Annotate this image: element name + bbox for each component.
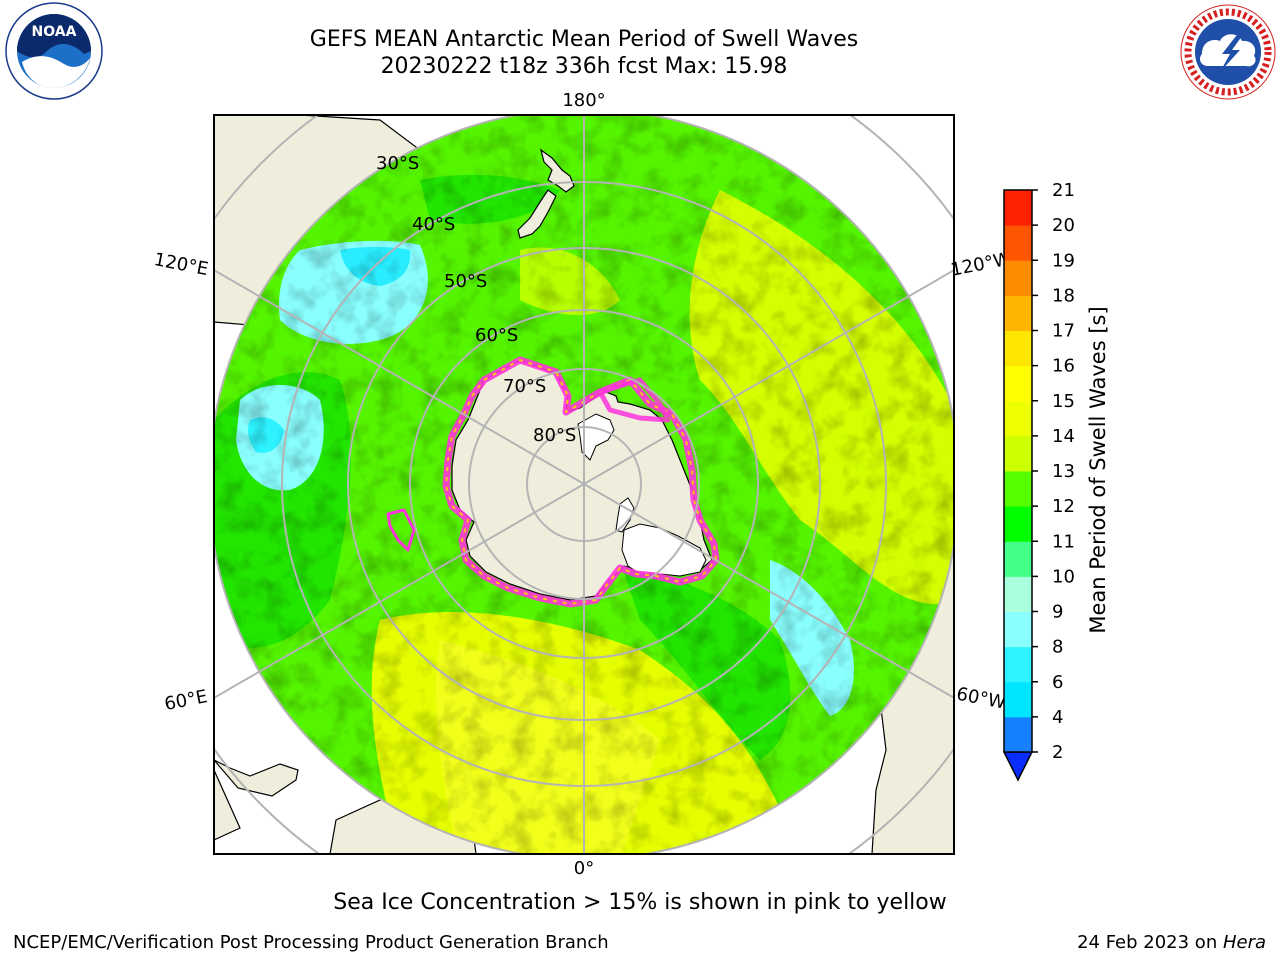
colorbar-swatch (1004, 435, 1032, 472)
map-frame (213, 114, 955, 855)
colorbar-tick-label: 13 (1052, 461, 1075, 482)
colorbar-tick-label: 21 (1052, 180, 1075, 201)
lon-label-60w: 60°W (955, 684, 1008, 714)
colorbar-swatch (1004, 681, 1032, 718)
colorbar-swatch (1004, 576, 1032, 612)
graticule (214, 115, 954, 854)
colorbar-swatch (1004, 646, 1032, 683)
colorbar-tick-label: 9 (1052, 602, 1063, 623)
colorbar-extend-min (1002, 751, 1034, 782)
colorbar-swatch (1004, 365, 1032, 402)
colorbar-tick-label: 8 (1052, 637, 1063, 658)
footer-date-text: 24 Feb 2023 on (1077, 932, 1223, 953)
colorbar-swatch (1004, 260, 1032, 296)
colorbar-tick-label: 17 (1052, 321, 1075, 342)
footer-credit: NCEP/EMC/Verification Post Processing Pr… (13, 932, 609, 953)
colorbar-tick-label: 19 (1052, 250, 1075, 271)
colorbar-swatch (1004, 506, 1032, 542)
colorbar-tick-label: 6 (1052, 672, 1063, 693)
colorbar-swatch (1004, 611, 1032, 648)
lon-label-120e: 120°E (152, 249, 210, 280)
noaa-logo: NOAA (5, 2, 103, 100)
footer-date: 24 Feb 2023 on Hera (1077, 932, 1266, 953)
nws-logo (1180, 4, 1276, 100)
lat-label-80s: 80°S (533, 425, 576, 446)
colorbar-tick-label: 12 (1052, 496, 1075, 517)
new-zealand-land (517, 148, 575, 239)
colorbar-swatch (1004, 541, 1032, 577)
colorbar-tick-label: 4 (1052, 707, 1063, 728)
colorbar-swatch (1004, 330, 1032, 367)
colorbar-tick-label: 20 (1052, 215, 1075, 236)
colorbar-tick-label: 15 (1052, 391, 1075, 412)
sea-ice-edge (386, 356, 720, 608)
lat-label-40s: 40°S (412, 214, 455, 235)
footer-host: Hera (1222, 932, 1266, 953)
colorbar-tick-label: 16 (1052, 356, 1075, 377)
map-panel: 30°S 40°S 50°S 60°S 70°S 80°S (214, 115, 954, 854)
lon-label-0: 0° (574, 858, 594, 879)
noaa-logo-text: NOAA (32, 24, 77, 40)
colorbar: 2 4 6 8 9 10 11 12 13 14 15 16 17 18 19 20 21 (1002, 180, 1075, 782)
colorbar-swatch (1004, 471, 1032, 507)
colorbar-swatch (1004, 225, 1032, 261)
lat-label-60s: 60°S (475, 325, 518, 346)
lon-label-180: 180° (562, 90, 605, 111)
colorbar-swatch (1004, 716, 1032, 753)
lat-label-30s: 30°S (376, 153, 419, 174)
plot-title: GEFS MEAN Antarctic Mean Period of Swell… (309, 27, 859, 52)
madagascar-land (214, 759, 299, 797)
plot-subtitle: 20230222 t18z 336h fcst Max: 15.98 (380, 54, 788, 79)
colorbar-tick-label: 14 (1052, 426, 1075, 447)
colorbar-swatch (1004, 400, 1032, 437)
lat-label-70s: 70°S (503, 376, 546, 397)
colorbar-swatch (1004, 295, 1032, 331)
lon-label-60e: 60°E (163, 686, 209, 715)
sea-ice-note: Sea Ice Concentration > 15% is shown in … (333, 890, 947, 915)
colorbar-tick-label: 10 (1052, 566, 1075, 587)
meridian-60E-120W (214, 268, 954, 700)
lat-label-50s: 50°S (444, 271, 487, 292)
colorbar-tick-label: 18 (1052, 285, 1075, 306)
latitude-labels: 30°S 40°S 50°S 60°S 70°S 80°S (376, 153, 576, 446)
colorbar-tick-label: 2 (1052, 742, 1063, 763)
colorbar-label: Mean Period of Swell Waves [s] (1086, 306, 1110, 634)
colorbar-swatch (1004, 190, 1032, 226)
colorbar-tick-label: 11 (1052, 531, 1075, 552)
africa-edge-land (214, 769, 241, 841)
